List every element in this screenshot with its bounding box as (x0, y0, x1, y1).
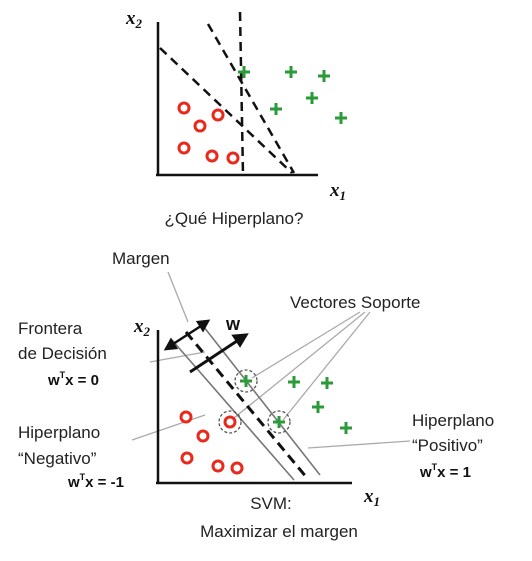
positive-callout (307, 440, 411, 449)
negative-point (196, 429, 210, 443)
positive-point (321, 377, 333, 389)
decision-boundary-label-1: Frontera (18, 319, 83, 338)
positive-point (306, 92, 318, 104)
negative-point (211, 108, 225, 122)
margin-arrow (163, 319, 211, 351)
positive-hyperplane-label-1: Hiperplano (412, 411, 494, 430)
w-arrow (189, 333, 249, 374)
positive-point (273, 416, 285, 428)
negative-point (226, 151, 240, 165)
bottom-caption-2: Maximizar el margen (200, 522, 358, 541)
support-vector-callout (251, 311, 361, 379)
support-vector-ring (267, 410, 291, 434)
positive-hyperplane-equation: wTx = 1 (419, 462, 471, 481)
positive-hyperplane-label-2: “Positivo” (412, 436, 483, 455)
negative-point (223, 415, 237, 429)
bottom-diagram: x2 x1 w (18, 249, 494, 541)
top-y-axis-label: x2 (125, 8, 143, 31)
negative-point (177, 101, 191, 115)
negative-hyperplane (171, 339, 295, 481)
negative-point (205, 149, 219, 163)
support-vectors-label: Vectores Soporte (290, 293, 420, 312)
negative-point (179, 410, 193, 424)
top-positive-points (238, 66, 347, 124)
decision-boundary-equation: wTx = 0 (47, 370, 99, 389)
top-caption: ¿Qué Hiperplano? (165, 209, 304, 228)
callout-lines (131, 271, 411, 449)
positive-point (240, 375, 252, 387)
top-hyperplane-vertical (238, 11, 245, 176)
positive-point (285, 66, 297, 78)
w-vector-label: w (225, 314, 241, 334)
top-negative-points (177, 101, 240, 165)
negative-hyperplane-label-2: “Negativo” (18, 449, 97, 468)
bottom-positive-points (240, 375, 352, 434)
negative-point (180, 451, 194, 465)
bottom-x-axis-label: x1 (363, 486, 380, 509)
positive-point (312, 401, 324, 413)
bottom-y-axis-label: x2 (133, 316, 151, 339)
bottom-caption-1: SVM: (250, 494, 292, 513)
positive-point (340, 422, 352, 434)
decision-boundary-label-2: de Decisión (18, 344, 107, 363)
positive-point (335, 112, 347, 124)
top-diagram: x2 x1 ¿Qué Hiperplano? (125, 8, 347, 228)
top-x-axis-label: x1 (329, 180, 346, 203)
negative-callout (131, 414, 206, 441)
support-vector-ring (234, 369, 258, 393)
margin-label: Margen (112, 249, 170, 268)
decision-boundary (184, 331, 309, 479)
support-vector-rings (218, 369, 291, 434)
negative-point (177, 141, 191, 155)
support-vector-callout (282, 311, 371, 421)
top-hyperplane-steep (206, 23, 296, 174)
negative-point (230, 461, 244, 475)
bottom-negative-points (179, 410, 244, 475)
positive-point (238, 66, 250, 78)
negative-hyperplane-equation: wTx = -1 (67, 472, 124, 491)
top-hyperplane-shallow (159, 47, 293, 174)
negative-point (193, 119, 207, 133)
positive-hyperplane (199, 321, 321, 476)
negative-point (211, 459, 225, 473)
negative-hyperplane-label-1: Hiperplano (18, 423, 100, 442)
support-vector-callout (233, 311, 366, 419)
positive-point (318, 70, 330, 82)
margin-callout (167, 271, 189, 323)
support-vector-ring (218, 410, 242, 434)
positive-point (270, 103, 282, 115)
positive-point (288, 376, 300, 388)
